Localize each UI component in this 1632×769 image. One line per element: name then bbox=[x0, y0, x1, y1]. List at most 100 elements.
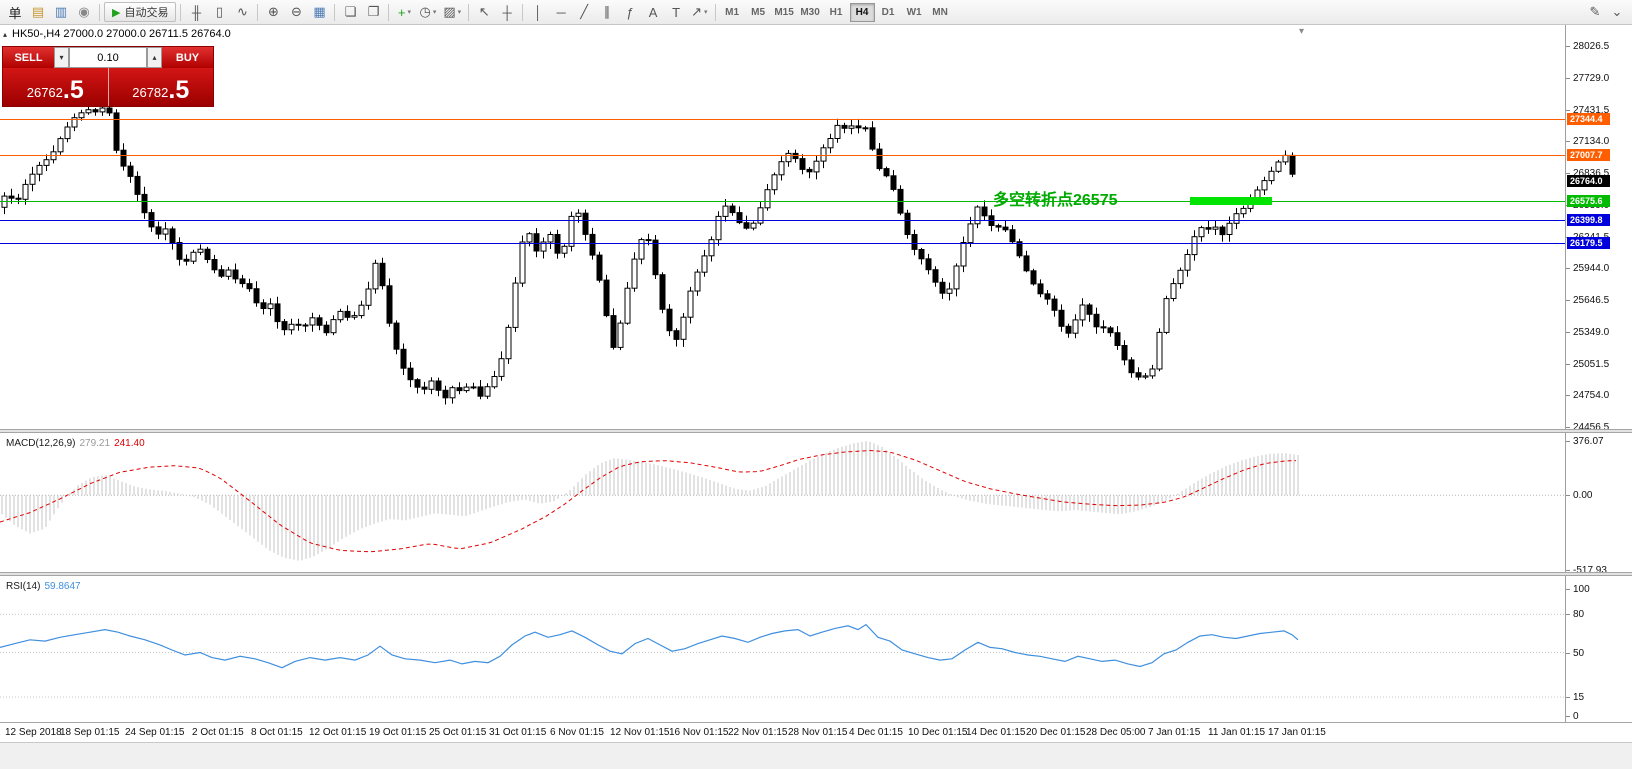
rsi-axis-label: 15 bbox=[1573, 692, 1585, 703]
candlestick-chart[interactable] bbox=[0, 25, 1565, 430]
bar-chart-icon-glyph: ╫ bbox=[191, 4, 202, 20]
horizontal-line-icon[interactable]: ─ bbox=[550, 2, 572, 22]
sell-price[interactable]: 26762.5 bbox=[3, 68, 108, 106]
fibonacci-icon-glyph: ƒ bbox=[626, 4, 634, 20]
toolbar-overflow-icon-glyph: ⌄ bbox=[1611, 4, 1623, 19]
chart-window-icon[interactable]: ▤ bbox=[27, 2, 49, 22]
one-click-toggle-icon[interactable]: ▴ bbox=[3, 30, 8, 39]
timeframe-m5[interactable]: M5 bbox=[751, 6, 766, 18]
toolbar-separator bbox=[468, 3, 470, 21]
time-axis-label: 12 Sep 2018 bbox=[5, 727, 62, 738]
trendline-icon-glyph: ╱ bbox=[580, 4, 589, 19]
timeframe-w1[interactable]: W1 bbox=[906, 6, 922, 18]
time-axis-label: 10 Dec 01:15 bbox=[908, 727, 968, 738]
edit-icon[interactable]: ✎ bbox=[1584, 2, 1606, 22]
text-label-icon-glyph: T bbox=[672, 4, 681, 20]
periods-icon[interactable]: ◷ ▾ bbox=[416, 2, 439, 22]
price-axis-label: 27431.5 bbox=[1573, 105, 1610, 116]
pivot-line-26575[interactable] bbox=[0, 201, 1565, 202]
price-axis-tick bbox=[1566, 141, 1570, 142]
market-watch-icon-glyph: ▥ bbox=[54, 4, 68, 19]
price-tag-26399.8: 26399.8 bbox=[1567, 214, 1610, 226]
macd-axis-tick bbox=[1566, 495, 1570, 496]
timeframe-d1[interactable]: D1 bbox=[881, 6, 895, 18]
price-axis-label: 25349.0 bbox=[1573, 327, 1610, 338]
vertical-line-icon[interactable]: │ bbox=[527, 2, 549, 22]
macd-panel[interactable] bbox=[0, 435, 1565, 573]
timeframe-h4[interactable]: H4 bbox=[849, 2, 875, 22]
equidistant-channel-icon-glyph: ∥ bbox=[603, 4, 611, 19]
rsi-axis-tick bbox=[1566, 589, 1570, 590]
volume-increase-button[interactable]: ▴ bbox=[147, 47, 162, 68]
tile-windows-icon[interactable]: ▦ bbox=[308, 2, 330, 22]
timeframe-m30[interactable]: M30 bbox=[800, 6, 820, 18]
volume-decrease-button[interactable]: ▾ bbox=[54, 47, 69, 68]
arrow-tools-icon-glyph: ↗ bbox=[691, 4, 703, 19]
trendline-icon[interactable]: ╱ bbox=[573, 2, 595, 22]
sell-price-main: 26762 bbox=[26, 85, 63, 100]
price-tag-26179.5: 26179.5 bbox=[1567, 237, 1610, 249]
templates-icon[interactable]: ▨ ▾ bbox=[440, 2, 464, 22]
price-scale[interactable]: 28026.527729.027431.527134.026836.526539… bbox=[1565, 25, 1632, 722]
market-watch-icon[interactable]: ▥ bbox=[50, 2, 72, 22]
chart-shift-marker-icon[interactable]: ▾ bbox=[1299, 26, 1305, 37]
price-axis-tick bbox=[1566, 427, 1570, 428]
line-chart-icon[interactable]: ∿ bbox=[231, 2, 253, 22]
time-axis-label: 22 Nov 01:15 bbox=[728, 727, 788, 738]
candlestick-chart-icon[interactable]: ▯ bbox=[208, 2, 230, 22]
periods-icon-caret: ▾ bbox=[432, 9, 437, 16]
buy-price[interactable]: 26782.5 bbox=[109, 68, 214, 106]
resistance-line-27007[interactable] bbox=[0, 155, 1565, 156]
timeframe-m15[interactable]: M15 bbox=[774, 6, 794, 18]
rsi-axis-label: 50 bbox=[1573, 648, 1585, 659]
new-order-button[interactable]: 单 bbox=[4, 2, 26, 22]
pivot-annotation[interactable]: 多空转折点26575 bbox=[993, 192, 1118, 209]
toolbar-overflow-icon[interactable]: ⌄ bbox=[1606, 2, 1628, 22]
timeframe-h1[interactable]: H1 bbox=[829, 6, 843, 18]
indicators-add-icon[interactable]: + ▾ bbox=[393, 2, 415, 22]
rsi-axis-tick bbox=[1566, 697, 1570, 698]
window-bottom-strip bbox=[0, 742, 1632, 769]
equidistant-channel-icon[interactable]: ∥ bbox=[596, 2, 618, 22]
pivot-highlight-bar[interactable] bbox=[1190, 197, 1272, 205]
time-axis-label: 17 Jan 01:15 bbox=[1268, 727, 1326, 738]
data-window-icon[interactable]: ◉ bbox=[73, 2, 95, 22]
fibonacci-icon[interactable]: ƒ bbox=[619, 2, 641, 22]
macd-signal-value: 241.40 bbox=[114, 438, 145, 449]
volume-input[interactable] bbox=[69, 47, 147, 68]
support-line-26399[interactable] bbox=[0, 220, 1565, 221]
autotrading-button-label: 自动交易 bbox=[124, 7, 169, 19]
support-line-26179[interactable] bbox=[0, 243, 1565, 244]
bar-chart-icon[interactable]: ╫ bbox=[185, 2, 207, 22]
cascade-windows-icon[interactable]: ❐ bbox=[362, 2, 384, 22]
resistance-line-27344[interactable] bbox=[0, 119, 1565, 120]
sell-button[interactable]: SELL bbox=[3, 47, 54, 68]
zoom-in-icon-glyph: ⊕ bbox=[268, 4, 279, 19]
autotrading-button[interactable]: ▶ 自动交易 bbox=[104, 2, 177, 22]
cursor-icon-glyph: ↖ bbox=[478, 4, 490, 19]
text-label-icon[interactable]: T bbox=[665, 2, 687, 22]
arrow-tools-icon[interactable]: ↗ ▾ bbox=[688, 2, 710, 22]
buy-button[interactable]: BUY bbox=[162, 47, 213, 68]
timeframe-m1[interactable]: M1 bbox=[725, 6, 740, 18]
rsi-panel-splitter[interactable] bbox=[0, 572, 1632, 576]
zoom-in-icon[interactable]: ⊕ bbox=[262, 2, 284, 22]
chart-ohlc-header: ▴ HK50-,H4 27000.0 27000.0 26711.5 26764.… bbox=[3, 28, 231, 40]
line-chart-icon-glyph: ∿ bbox=[237, 4, 248, 19]
time-axis-label: 8 Oct 01:15 bbox=[251, 727, 303, 738]
timeframe-mn[interactable]: MN bbox=[932, 6, 948, 18]
macd-panel-splitter[interactable] bbox=[0, 429, 1632, 433]
cursor-icon[interactable]: ↖ bbox=[473, 2, 495, 22]
rsi-panel[interactable] bbox=[0, 578, 1565, 722]
time-axis-label: 2 Oct 01:15 bbox=[192, 727, 244, 738]
crosshair-icon[interactable]: ┼ bbox=[496, 2, 518, 22]
new-window-icon[interactable]: ❏ bbox=[339, 2, 361, 22]
time-axis-label: 14 Dec 01:15 bbox=[966, 727, 1026, 738]
text-icon[interactable]: A bbox=[642, 2, 664, 22]
time-scale[interactable]: 12 Sep 2018 18 Sep 01:15 24 Sep 01:15 2 Oct… bbox=[0, 722, 1632, 742]
ohlc-text: HK50-,H4 27000.0 27000.0 26711.5 26764.0 bbox=[12, 28, 231, 40]
price-axis-label: 26836.5 bbox=[1573, 168, 1610, 179]
zoom-out-icon[interactable]: ⊖ bbox=[285, 2, 307, 22]
sell-price-big: .5 bbox=[62, 76, 84, 104]
